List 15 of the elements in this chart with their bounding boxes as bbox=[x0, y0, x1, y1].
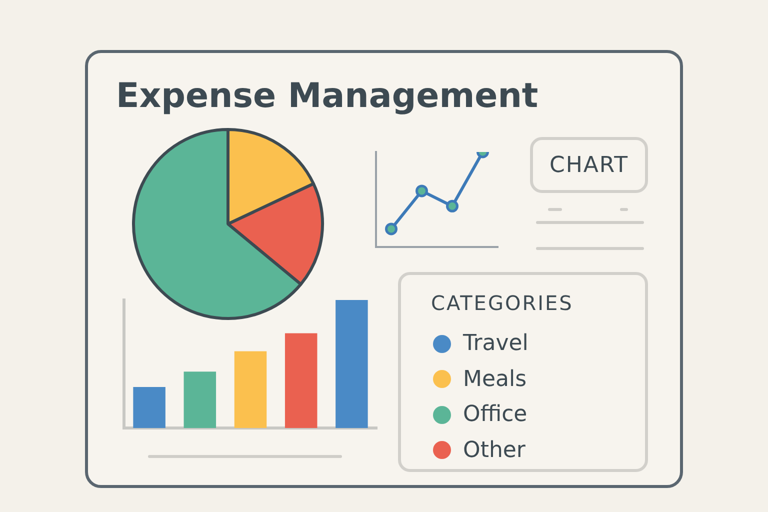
point bbox=[385, 222, 398, 236]
bar bbox=[184, 372, 216, 428]
bar bbox=[234, 351, 267, 428]
category-label: Office bbox=[463, 402, 528, 427]
point bbox=[446, 200, 458, 212]
bar bbox=[284, 333, 318, 428]
category-label: Meals bbox=[463, 366, 527, 392]
category-label: Other bbox=[463, 438, 526, 462]
bar bbox=[133, 387, 166, 428]
bar bbox=[336, 300, 368, 428]
chart-title: Expense Management bbox=[116, 76, 538, 116]
point bbox=[416, 184, 428, 198]
legend-title: CATEGORIES bbox=[431, 291, 574, 315]
category-label: Travel bbox=[463, 331, 528, 356]
text: CHART bbox=[530, 137, 648, 193]
